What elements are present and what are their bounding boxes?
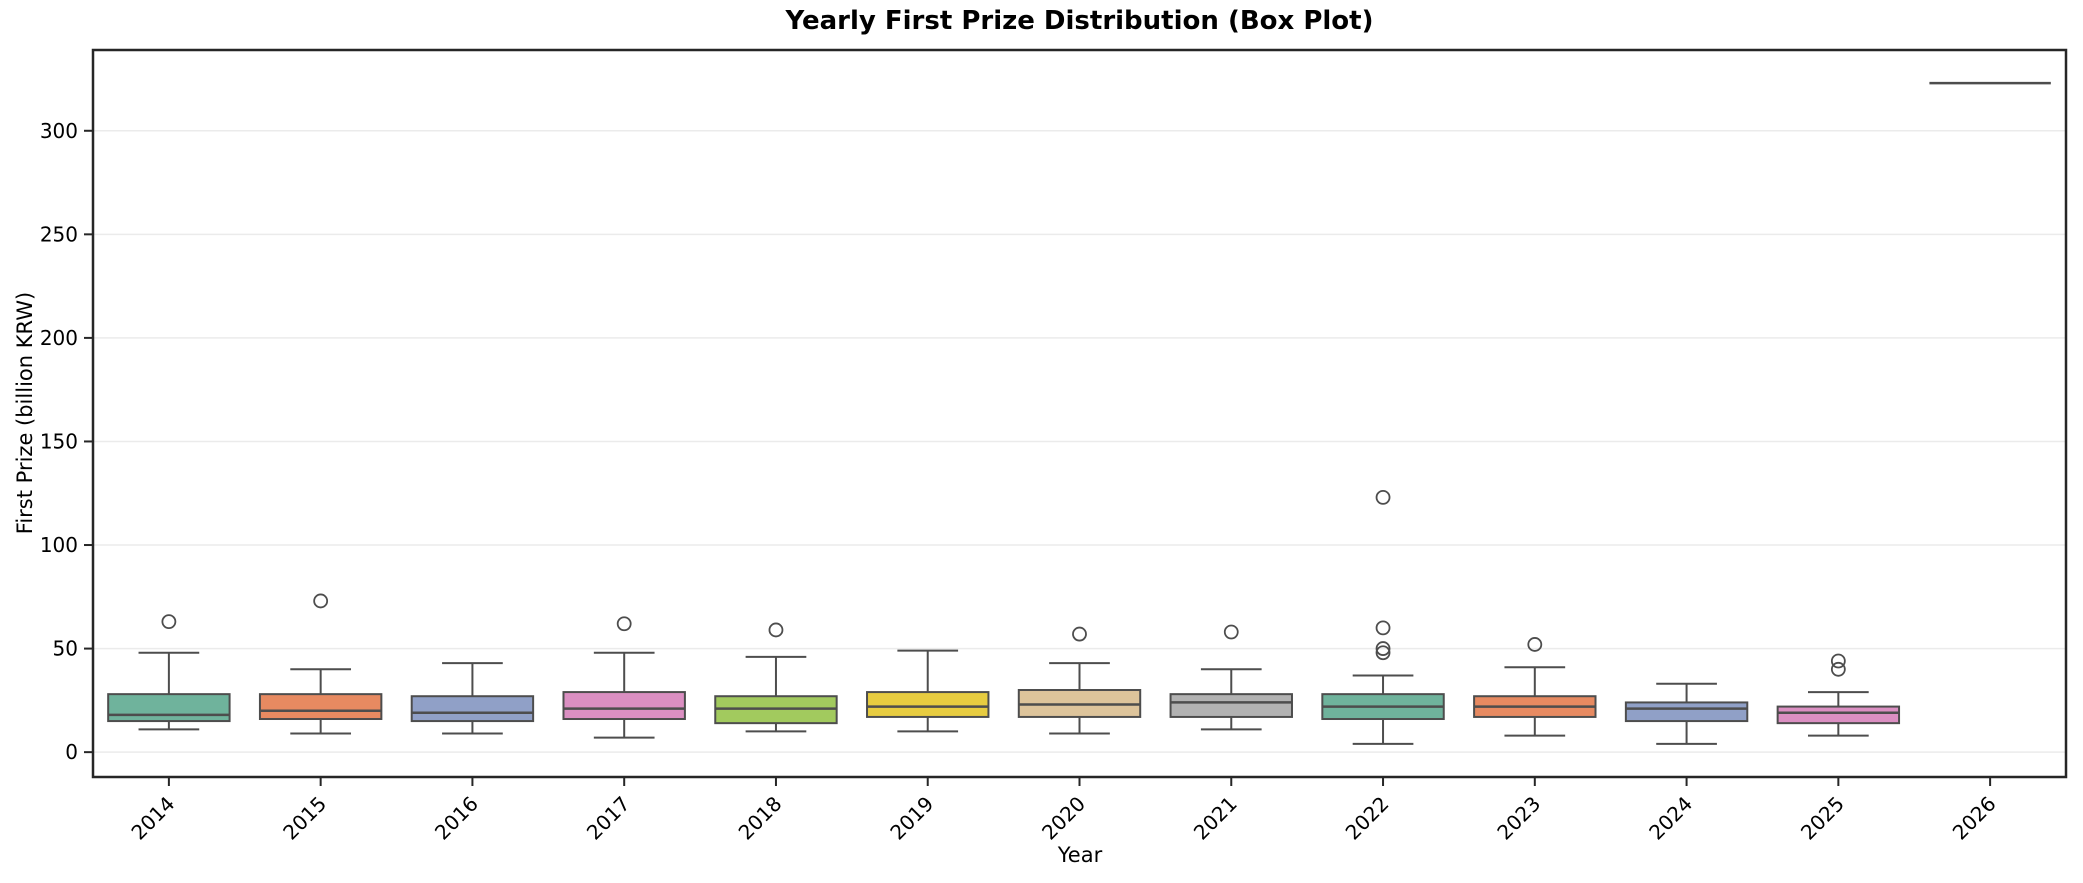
x-tick-label-2025: 2025 [1796, 792, 1849, 845]
outlier-2022-0 [1375, 645, 1391, 661]
y-tick-label-100: 100 [40, 533, 78, 557]
x-tick-label-2021: 2021 [1189, 792, 1242, 845]
x-tick-label-2026: 2026 [1948, 792, 2001, 845]
y-tick-label-250: 250 [40, 222, 78, 246]
x-tick-label-2017: 2017 [582, 792, 635, 845]
x-tick-label-2016: 2016 [430, 792, 483, 845]
outlier-2025-0 [1830, 661, 1846, 677]
y-axis-label: First Prize (billion KRW) [13, 291, 37, 535]
box-2017 [562, 691, 686, 721]
box-2016 [410, 695, 535, 723]
outlier-2021-0 [1223, 624, 1239, 640]
outlier-2015-0 [313, 593, 329, 609]
x-axis-label: Year [1057, 843, 1103, 867]
outlier-2017-0 [616, 616, 632, 632]
outlier-2025-1 [1830, 653, 1846, 669]
box-2015 [258, 693, 383, 721]
plot-border [91, 48, 2068, 779]
x-tick-label-2015: 2015 [278, 792, 331, 845]
outlier-2023-0 [1527, 637, 1543, 652]
x-tick-label-2019: 2019 [885, 792, 938, 845]
y-tick-label-0: 0 [65, 740, 78, 764]
outlier-2022-1 [1375, 641, 1391, 656]
y-tick-label-50: 50 [53, 637, 78, 661]
x-tick-label-2023: 2023 [1492, 792, 1545, 845]
y-tick-label-150: 150 [40, 429, 78, 453]
outlier-2018-0 [768, 622, 784, 638]
outlier-2020-0 [1072, 626, 1087, 642]
x-tick-label-2022: 2022 [1341, 792, 1394, 845]
outlier-2014-0 [161, 614, 177, 630]
x-tick-label-2024: 2024 [1644, 792, 1697, 845]
outlier-2022-2 [1375, 620, 1391, 636]
box-2021 [1169, 693, 1293, 718]
x-tick-label-2014: 2014 [126, 792, 179, 845]
box-2019 [866, 691, 990, 718]
y-tick-label-300: 300 [40, 119, 78, 143]
y-tick-label-200: 200 [40, 326, 78, 350]
outlier-2022-3 [1375, 489, 1391, 505]
box-2024 [1624, 701, 1749, 723]
x-tick-label-2020: 2020 [1037, 792, 1090, 845]
box-2025 [1776, 705, 1901, 725]
chart-title: Yearly First Prize Distribution (Box Plo… [785, 6, 1374, 36]
x-tick-label-2018: 2018 [734, 792, 787, 845]
box-2014 [107, 693, 231, 723]
